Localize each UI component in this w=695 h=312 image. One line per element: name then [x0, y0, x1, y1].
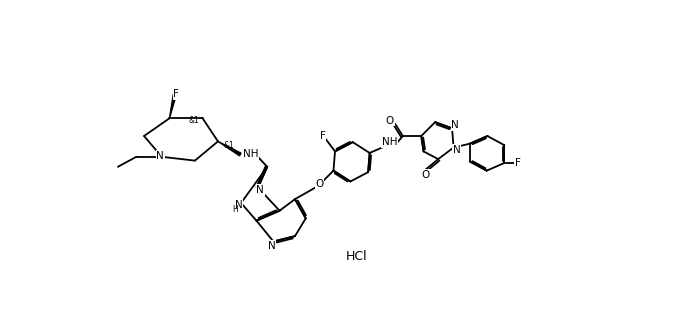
Polygon shape: [170, 94, 177, 118]
Text: HCl: HCl: [345, 251, 368, 263]
Text: N: N: [156, 151, 164, 161]
Text: O: O: [422, 169, 430, 179]
Text: N: N: [451, 120, 459, 130]
Text: F: F: [174, 90, 179, 100]
Text: NH: NH: [382, 137, 398, 147]
Text: F: F: [514, 158, 521, 168]
Text: H: H: [232, 205, 238, 214]
Text: O: O: [316, 179, 324, 189]
Text: NH: NH: [243, 149, 258, 159]
Polygon shape: [218, 141, 241, 156]
Text: N: N: [235, 200, 243, 210]
Text: &1: &1: [189, 116, 199, 125]
Text: N: N: [268, 241, 276, 251]
Text: F: F: [320, 131, 326, 141]
Text: O: O: [386, 116, 394, 126]
Text: N: N: [256, 185, 264, 195]
Text: &1: &1: [223, 141, 234, 150]
Text: N: N: [453, 145, 461, 155]
